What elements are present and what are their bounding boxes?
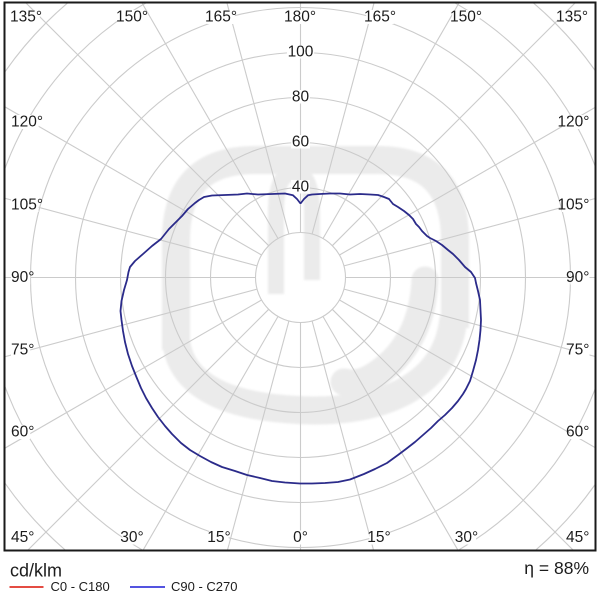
svg-text:135°: 135° bbox=[10, 9, 42, 26]
svg-text:60°: 60° bbox=[11, 424, 34, 441]
svg-text:η = 88%: η = 88% bbox=[524, 558, 589, 578]
svg-text:75°: 75° bbox=[11, 342, 34, 359]
svg-text:45°: 45° bbox=[11, 529, 34, 546]
svg-text:30°: 30° bbox=[455, 529, 478, 546]
svg-text:C0 - C180: C0 - C180 bbox=[51, 579, 110, 594]
svg-text:150°: 150° bbox=[450, 9, 482, 26]
svg-text:C90 - C270: C90 - C270 bbox=[171, 579, 237, 594]
svg-text:105°: 105° bbox=[11, 197, 43, 214]
svg-text:105°: 105° bbox=[557, 197, 589, 214]
svg-text:60°: 60° bbox=[566, 424, 589, 441]
svg-text:75°: 75° bbox=[566, 342, 589, 359]
svg-text:165°: 165° bbox=[364, 9, 396, 26]
svg-text:cd/klm: cd/klm bbox=[10, 561, 62, 581]
svg-text:90°: 90° bbox=[566, 269, 589, 286]
svg-text:120°: 120° bbox=[11, 114, 43, 131]
svg-text:80: 80 bbox=[292, 89, 310, 106]
svg-text:15°: 15° bbox=[367, 529, 390, 546]
svg-text:150°: 150° bbox=[116, 9, 148, 26]
svg-text:30°: 30° bbox=[120, 529, 143, 546]
svg-text:0°: 0° bbox=[293, 529, 308, 546]
svg-text:180°: 180° bbox=[284, 9, 316, 26]
svg-text:45°: 45° bbox=[566, 529, 589, 546]
svg-text:165°: 165° bbox=[205, 9, 237, 26]
svg-text:90°: 90° bbox=[11, 269, 34, 286]
svg-text:100: 100 bbox=[288, 44, 314, 61]
svg-text:40: 40 bbox=[292, 179, 310, 196]
svg-text:120°: 120° bbox=[557, 114, 589, 131]
svg-text:15°: 15° bbox=[207, 529, 230, 546]
svg-text:135°: 135° bbox=[556, 9, 588, 26]
svg-text:60: 60 bbox=[292, 134, 310, 151]
